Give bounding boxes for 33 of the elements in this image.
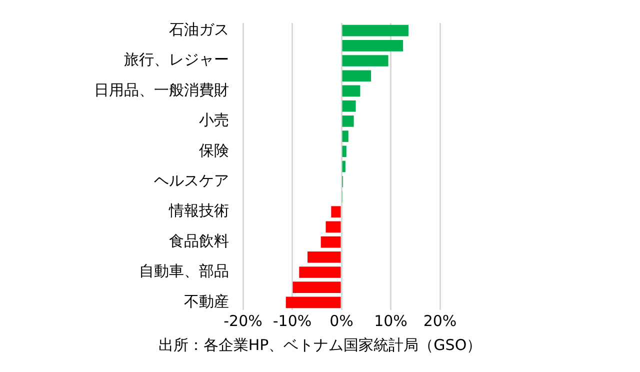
x-tick-label: -10% bbox=[272, 312, 312, 330]
bar bbox=[292, 282, 341, 294]
bar bbox=[342, 100, 356, 112]
bar bbox=[342, 70, 372, 82]
y-tick-label: 保険 bbox=[199, 141, 229, 160]
y-tick-label: 不動産 bbox=[184, 292, 229, 310]
bar bbox=[299, 266, 341, 278]
bar bbox=[286, 296, 341, 308]
bar bbox=[331, 206, 341, 218]
y-tick-label: 旅行、レジャー bbox=[124, 50, 229, 69]
y-tick-label: 情報技術 bbox=[168, 202, 229, 220]
text: 出所：各企業HP、ベトナム国家統計局（GSO） bbox=[157, 336, 483, 355]
bar bbox=[326, 221, 341, 233]
y-tick-label: 自動車、部品 bbox=[139, 262, 229, 280]
y-tick-label: 石油ガス bbox=[169, 20, 229, 38]
bar bbox=[342, 116, 354, 127]
bar bbox=[342, 55, 388, 66]
x-tick-label: 0% bbox=[330, 312, 354, 330]
bar bbox=[342, 40, 404, 52]
bar bbox=[342, 146, 346, 158]
bar bbox=[342, 24, 408, 36]
y-tick-label: 日用品、一般消費財 bbox=[94, 80, 229, 99]
y-tick-label: ヘルスケア bbox=[154, 171, 229, 190]
bar bbox=[342, 85, 360, 97]
x-tick-label: 20% bbox=[423, 312, 457, 330]
bar bbox=[342, 130, 348, 142]
bar bbox=[308, 251, 341, 263]
bar bbox=[342, 160, 346, 172]
x-tick-label: -20% bbox=[224, 312, 262, 330]
bar bbox=[320, 236, 341, 248]
y-tick-label: 食品飲料 bbox=[169, 232, 229, 250]
x-tick-label: 10% bbox=[374, 312, 408, 330]
y-tick-label: 小売 bbox=[199, 111, 229, 130]
